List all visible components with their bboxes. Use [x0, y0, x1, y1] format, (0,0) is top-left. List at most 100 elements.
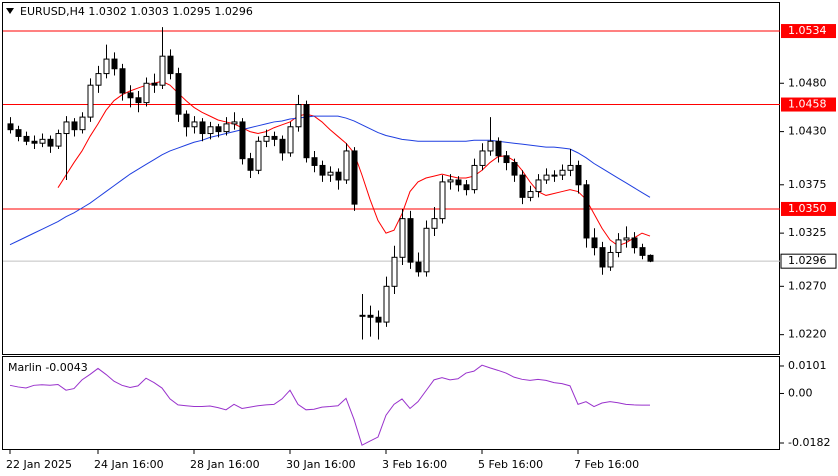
indicator-tick-label: 0.0101 — [788, 359, 827, 372]
candle-body — [543, 174, 550, 181]
candle-body — [247, 158, 254, 171]
candle-body — [415, 261, 422, 273]
candle-body — [351, 150, 358, 205]
candle-body — [159, 55, 166, 86]
candle-body — [463, 184, 470, 191]
candle-body — [471, 164, 478, 191]
level-label: 1.0534 — [788, 24, 827, 37]
candle-body — [647, 254, 654, 262]
candle-body — [407, 218, 414, 263]
candle-body — [551, 174, 558, 177]
candle-body — [615, 239, 622, 253]
level-label: 1.0350 — [788, 202, 827, 215]
y-tick-label: 1.0325 — [788, 226, 827, 239]
level-label-box — [781, 201, 836, 216]
candle-body — [239, 121, 246, 160]
level-label-box — [781, 97, 836, 112]
candle-body — [71, 121, 78, 131]
candle-body — [7, 123, 14, 131]
candle-body — [599, 247, 606, 268]
indicator-tick-label: 0.00 — [788, 386, 813, 399]
chart-title: EURUSD,H4 1.0302 1.0303 1.0295 1.0296 — [20, 5, 253, 18]
candle-body — [511, 162, 518, 176]
indicator-line — [9, 364, 650, 446]
candle-body — [583, 184, 590, 239]
candle-body — [367, 314, 374, 318]
candle-body — [231, 121, 238, 125]
y-tick-label: 1.0430 — [788, 125, 827, 138]
candle-body — [527, 191, 534, 198]
x-tick-label: 30 Jan 16:00 — [286, 458, 356, 471]
moving-average — [9, 115, 651, 246]
candle-body — [423, 227, 430, 273]
candle-body — [87, 84, 94, 118]
y-tick-label: 1.0220 — [788, 328, 827, 341]
candle-body — [119, 68, 126, 94]
candle-body — [495, 140, 502, 157]
candle-body — [167, 55, 174, 75]
candle-body — [111, 58, 118, 70]
candle-body — [359, 314, 366, 317]
candle-body — [127, 92, 134, 99]
candle-body — [151, 82, 158, 86]
candle-body — [607, 251, 614, 268]
candle-body — [391, 256, 398, 287]
candle-body — [31, 140, 38, 144]
indicator-tick-label: -0.0182 — [788, 436, 830, 449]
candle-body — [295, 104, 302, 128]
x-tick-label: 3 Feb 16:00 — [382, 458, 447, 471]
candle-body — [375, 316, 382, 323]
candle-body — [447, 179, 454, 183]
candle-body — [431, 218, 438, 229]
candle-body — [55, 133, 62, 147]
candle-body — [271, 135, 278, 140]
level-label: 1.0458 — [788, 98, 827, 111]
indicator-label: Marlin -0.0043 — [8, 361, 88, 374]
candle-body — [135, 97, 142, 104]
candle-body — [103, 58, 110, 75]
candle-body — [535, 179, 542, 193]
candle-body — [175, 73, 182, 115]
candle-body — [567, 164, 574, 171]
candle-body — [215, 126, 222, 133]
x-tick-label: 24 Jan 16:00 — [94, 458, 164, 471]
candle-body — [47, 138, 54, 147]
x-tick-label: 22 Jan 2025 — [6, 458, 72, 471]
candle-body — [15, 129, 22, 137]
candle-body — [591, 237, 598, 249]
candle-body — [639, 247, 646, 256]
x-tick-label: 7 Feb 16:00 — [574, 458, 639, 471]
candle-body — [303, 104, 310, 159]
y-tick-label: 1.0375 — [788, 178, 827, 191]
candle-body — [623, 237, 630, 241]
candle-body — [343, 150, 350, 181]
candle-body — [255, 140, 262, 171]
candle-body — [559, 169, 566, 176]
candle-body — [63, 121, 70, 135]
candle-body — [479, 150, 486, 166]
last-price-label: 1.0296 — [788, 254, 827, 267]
candle-body — [311, 157, 318, 166]
candle-body — [399, 218, 406, 258]
menu-arrow[interactable] — [6, 8, 14, 14]
x-tick-label: 28 Jan 16:00 — [190, 458, 260, 471]
candle-body — [439, 181, 446, 220]
candle-body — [487, 140, 494, 152]
y-tick-label: 1.0270 — [788, 279, 827, 292]
candle-body — [631, 237, 638, 249]
candle-body — [95, 73, 102, 86]
y-tick-label: 1.0480 — [788, 76, 827, 89]
candle-body — [287, 126, 294, 154]
candle-body — [383, 285, 390, 323]
candle-body — [143, 82, 150, 104]
candle-body — [263, 135, 270, 142]
candle-body — [279, 138, 286, 154]
candle-body — [23, 135, 30, 142]
indicator-pane — [2, 356, 780, 450]
candle-body — [575, 164, 582, 186]
candle-body — [223, 123, 230, 133]
candle-body — [199, 121, 206, 135]
candle-body — [519, 174, 526, 198]
candle-body — [79, 116, 86, 131]
